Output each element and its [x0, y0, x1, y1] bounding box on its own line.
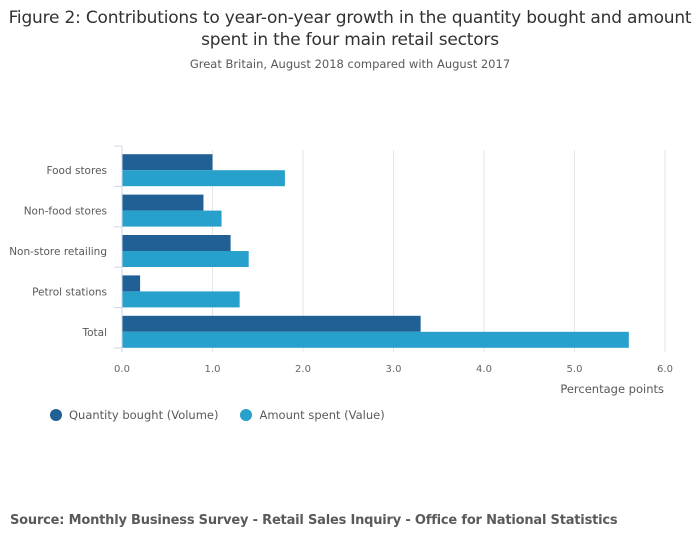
bars: [122, 154, 629, 348]
x-tick-label: 0.0: [114, 364, 130, 375]
bar-volume[interactable]: [122, 194, 204, 211]
x-tick-label: 2.0: [295, 364, 311, 375]
legend-marker-volume: [50, 409, 62, 421]
x-axis: 0.0 1.0 2.0 3.0 4.0 5.0 6.0: [114, 364, 673, 375]
legend-label-value: Amount spent (Value): [259, 408, 385, 422]
x-tick-label: 3.0: [386, 364, 402, 375]
bar-value[interactable]: [122, 251, 249, 267]
x-tick-label: 4.0: [476, 364, 492, 375]
bar-value[interactable]: [122, 210, 222, 227]
y-tick-label: Food stores: [46, 165, 107, 177]
bar-volume[interactable]: [122, 235, 231, 251]
bar-volume[interactable]: [122, 154, 213, 171]
x-tick-label: 5.0: [567, 364, 583, 375]
legend-marker-value: [240, 409, 253, 421]
bar-value[interactable]: [122, 331, 629, 348]
source-note: Source: Monthly Business Survey - Retail…: [10, 513, 618, 528]
x-tick-label: 1.0: [205, 364, 221, 375]
bar-volume[interactable]: [122, 315, 421, 332]
x-axis-label: Percentage points: [560, 382, 664, 396]
chart-title: Figure 2: Contributions to year-on-year …: [8, 8, 692, 50]
legend-item-value[interactable]: Amount spent (Value): [240, 408, 385, 422]
y-tick-label: Non-store retailing: [9, 246, 107, 258]
legend-label-volume: Quantity bought (Volume): [69, 408, 219, 422]
y-tick-label: Non-food stores: [24, 206, 107, 218]
bar-volume[interactable]: [122, 275, 141, 292]
y-tick-label: Petrol stations: [32, 286, 107, 298]
x-tick-label: 6.0: [657, 364, 673, 375]
legend-item-volume[interactable]: Quantity bought (Volume): [50, 408, 218, 422]
y-axis: Food stores Non-food stores Non-store reta…: [9, 145, 123, 352]
chart-subtitle: Great Britain, August 2018 compared with…: [189, 57, 511, 71]
y-tick-label: Total: [81, 327, 107, 339]
bar-value[interactable]: [122, 291, 240, 308]
legend: Quantity bought (Volume) Amount spent (V…: [50, 408, 407, 422]
bar-value[interactable]: [122, 170, 285, 187]
